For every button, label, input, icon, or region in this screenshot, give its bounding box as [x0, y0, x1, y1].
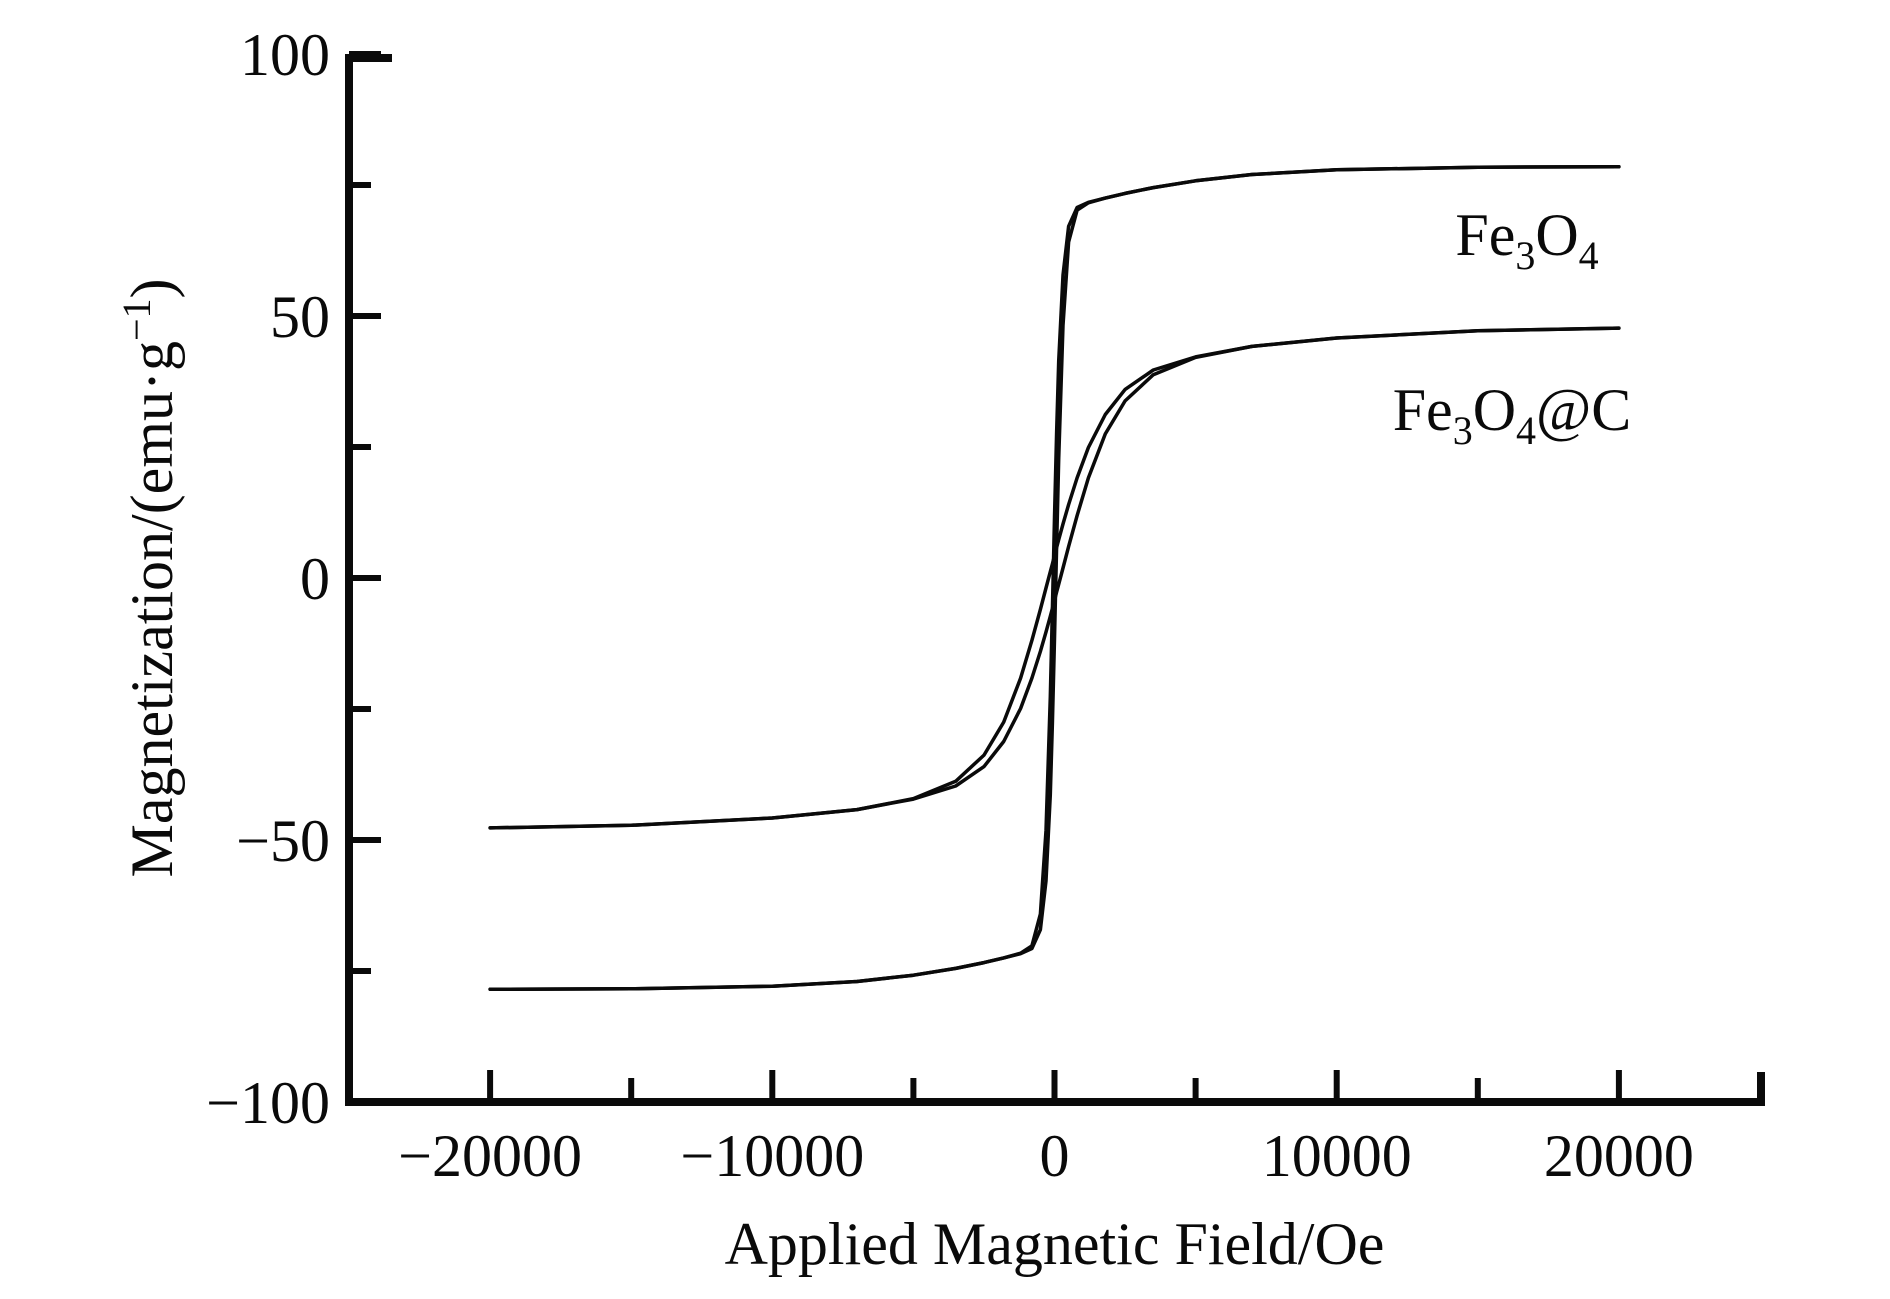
x-tick-label: 10000 [1262, 1123, 1412, 1189]
y-tick-label: −50 [236, 808, 330, 874]
x-tick-label: 0 [1040, 1123, 1070, 1189]
x-tick-label: −10000 [680, 1123, 864, 1189]
y-tick-label: 50 [270, 284, 330, 350]
y-axis-title: Magnetization/(emu·g−1) [114, 278, 185, 877]
y-tick-label: 0 [300, 546, 330, 612]
series-label-fe3o4-at-c: Fe3O4@C [1393, 377, 1632, 453]
y-tick-label: −100 [206, 1070, 330, 1136]
x-tick-label: −20000 [398, 1123, 582, 1189]
series-label-fe3o4: Fe3O4 [1455, 202, 1598, 278]
x-tick-label: 20000 [1544, 1123, 1694, 1189]
series-curve-fe3o4-at-c-descending [488, 326, 1621, 830]
series-curve-fe3o4-at-c-ascending [488, 326, 1621, 830]
series-curve-fe3o4-descending [488, 164, 1621, 992]
x-axis-title: Applied Magnetic Field/Oe [724, 1211, 1385, 1277]
y-tick-label: 100 [240, 22, 330, 88]
